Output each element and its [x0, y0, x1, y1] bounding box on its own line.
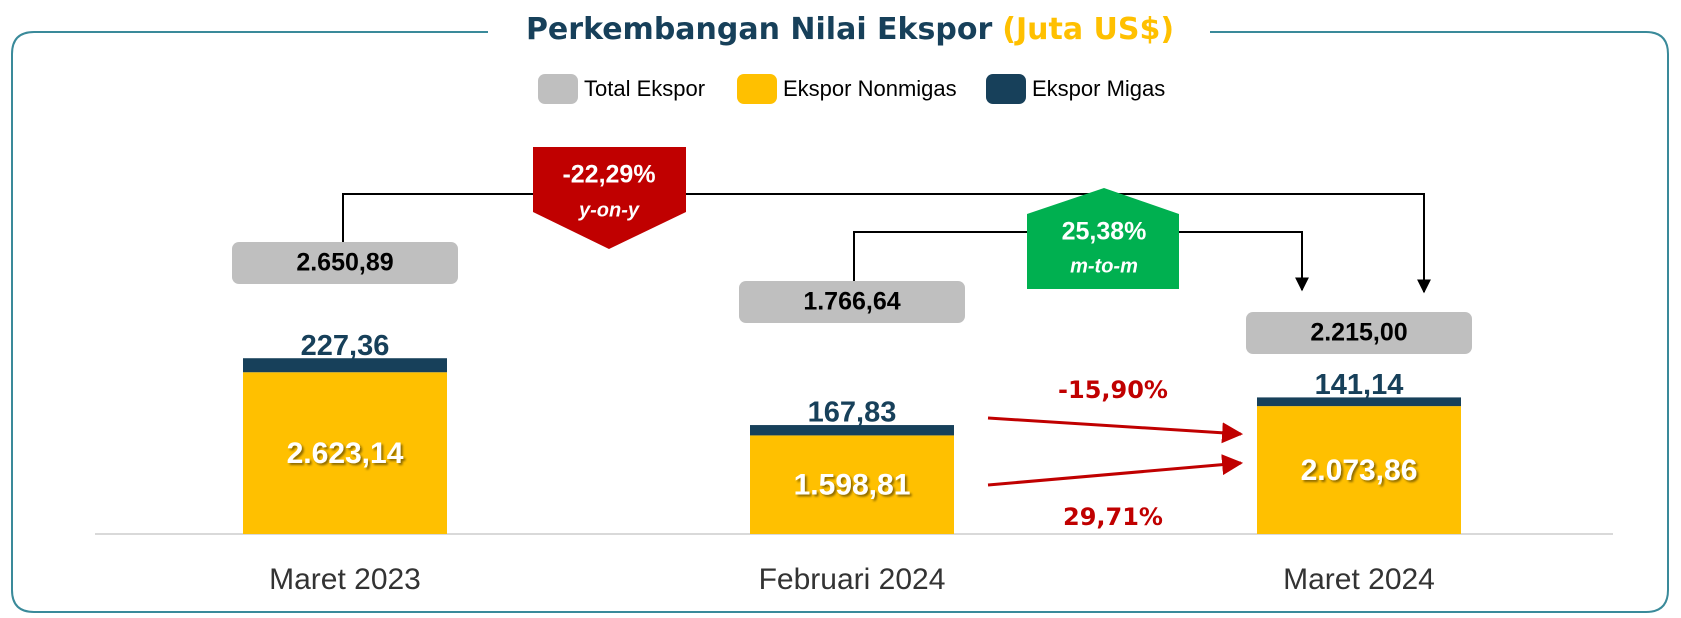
total-box — [1246, 312, 1472, 354]
frame — [11, 31, 1669, 613]
yoy-badge — [533, 147, 686, 249]
legend-swatch — [737, 74, 777, 104]
x-tick-label: Maret 2023 — [269, 563, 421, 596]
nonmigas-change-label: 29,71% — [1063, 503, 1163, 531]
bar-migas — [1257, 397, 1461, 407]
bar-nonmigas — [750, 435, 954, 534]
nonmigas-label: 2.073,86 — [1301, 454, 1418, 487]
yoy-connector — [342, 193, 1431, 294]
yoy-label: -22,29% — [562, 161, 655, 189]
x-tick-label: Maret 2024 — [1283, 563, 1435, 596]
total-box — [232, 242, 458, 284]
migas-change-arrow — [987, 416, 1244, 444]
chart-title-group: Perkembangan Nilai Ekspor (Juta US$) — [526, 12, 1174, 47]
mtm-label: 25,38% — [1062, 218, 1147, 246]
total-label: 2.650,89 — [296, 249, 393, 277]
legend-label: Ekspor Migas — [1032, 76, 1165, 101]
bar-migas — [750, 425, 954, 436]
x-tick-label: Februari 2024 — [759, 563, 946, 596]
migas-label: 167,83 — [808, 397, 897, 429]
legend-label: Ekspor Nonmigas — [783, 76, 957, 101]
total-label: 1.766,64 — [803, 288, 900, 316]
bar-nonmigas — [1257, 406, 1461, 534]
total-box — [739, 281, 965, 323]
nonmigas-change-arrow — [987, 454, 1244, 487]
legend-swatch — [986, 74, 1026, 104]
chart-unit: (Juta US$) — [1002, 12, 1174, 47]
bar-migas — [243, 358, 447, 373]
legend-swatch — [538, 74, 578, 104]
bar-nonmigas — [243, 372, 447, 534]
chart-title: Perkembangan Nilai Ekspor — [526, 12, 993, 47]
yoy-sublabel: y-on-y — [578, 199, 640, 221]
migas-label: 227,36 — [301, 330, 390, 362]
nonmigas-label: 2.623,14 — [287, 437, 404, 470]
migas-change-label: -15,90% — [1058, 376, 1168, 404]
migas-label: 141,14 — [1315, 369, 1404, 401]
legend-label: Total Ekspor — [584, 76, 705, 101]
total-label: 2.215,00 — [1310, 319, 1407, 347]
mtm-badge — [1027, 188, 1179, 289]
mtm-sublabel: m-to-m — [1070, 255, 1138, 277]
nonmigas-label: 1.598,81 — [794, 469, 911, 502]
